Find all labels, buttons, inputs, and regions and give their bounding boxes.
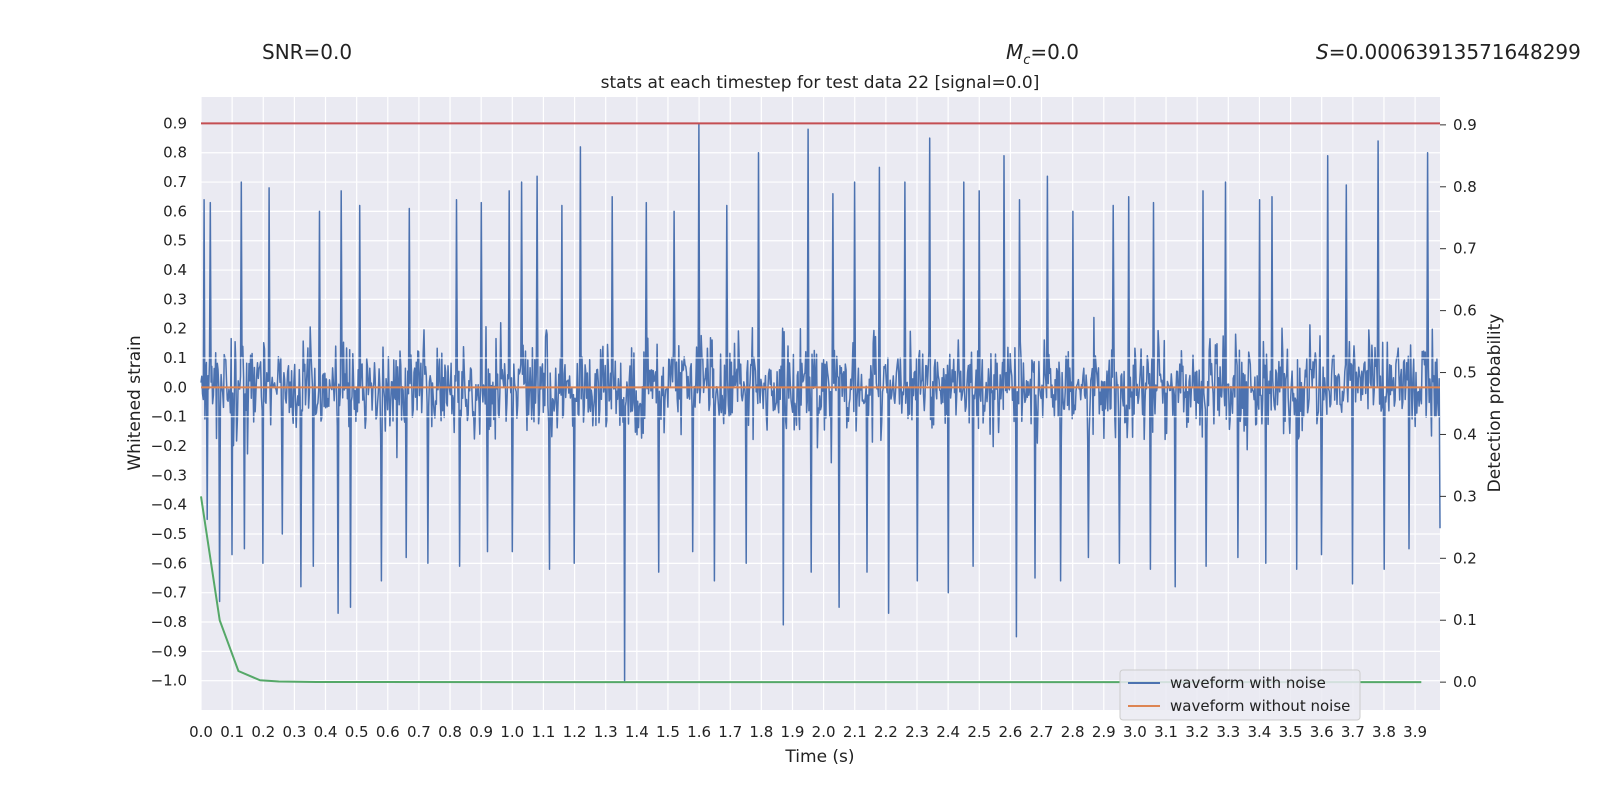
chart-title: stats at each timestep for test data 22 … (601, 73, 1040, 93)
y-tick-label: −0.9 (151, 642, 187, 660)
y2-tick-label: 0.6 (1453, 302, 1477, 320)
x-tick-label: 3.2 (1185, 723, 1209, 741)
y-tick-label: 0.0 (163, 378, 187, 396)
x-tick-label: 2.1 (843, 723, 867, 741)
x-tick-label: 3.1 (1154, 723, 1178, 741)
x-tick-label: 0.6 (376, 723, 400, 741)
x-axis-label: Time (s) (784, 747, 854, 767)
y2-tick-label: 0.2 (1453, 549, 1477, 567)
chirp-mass-value: =0.0 (1030, 40, 1079, 64)
x-tick-label: 3.9 (1403, 723, 1427, 741)
snr-label: SNR=0.0 (262, 40, 353, 64)
y-tick-label: −0.4 (151, 496, 187, 514)
y-tick-label: 0.4 (163, 261, 187, 279)
y-axis-label: Whitened strain (125, 335, 145, 470)
y-tick-label: −1.0 (151, 672, 187, 690)
x-tick-label: 1.8 (749, 723, 773, 741)
chirp-mass-label: Mc=0.0 (1006, 40, 1079, 68)
x-tick-label: 2.7 (1030, 723, 1054, 741)
x-tick-label: 0.2 (251, 723, 275, 741)
y-tick-label: 0.8 (163, 144, 187, 162)
grid-lines (200, 97, 1440, 710)
y2-tick-label: 0.7 (1453, 240, 1477, 258)
x-tick-label: 0.7 (407, 723, 431, 741)
y2-tick-label: 0.9 (1453, 116, 1477, 134)
y-tick-label: −0.6 (151, 554, 187, 572)
y-tick-label: −0.2 (151, 437, 187, 455)
chirp-mass-subscript: c (1023, 53, 1031, 68)
x-tick-label: 0.8 (438, 723, 462, 741)
y-tick-label: 0.6 (163, 202, 187, 220)
x-tick-label: 1.2 (563, 723, 587, 741)
chirp-mass-symbol: M (1006, 40, 1024, 64)
x-tick-label: 3.3 (1216, 723, 1240, 741)
y2-tick-label: 0.0 (1453, 673, 1477, 691)
y-tick-label: 0.9 (163, 114, 187, 132)
x-tick-label: 0.0 (189, 723, 213, 741)
y2-tick-label: 0.3 (1453, 487, 1477, 505)
y-tick-label: −0.5 (151, 525, 187, 543)
y-tick-label: −0.3 (151, 466, 187, 484)
x-tick-label: 1.1 (532, 723, 556, 741)
legend-entry-clean: waveform without noise (1170, 697, 1350, 715)
x-tick-label: 1.3 (594, 723, 618, 741)
x-tick-label: 3.5 (1279, 723, 1303, 741)
x-tick-label: 2.0 (812, 723, 836, 741)
x-tick-label: 2.5 (967, 723, 991, 741)
x-tick-label: 3.8 (1372, 723, 1396, 741)
x-tick-label: 3.6 (1310, 723, 1334, 741)
x-tick-label: 2.8 (1061, 723, 1085, 741)
y-tick-label: −0.7 (151, 584, 187, 602)
s-statistic-symbol: S (1316, 40, 1329, 64)
series-layer (200, 122, 1441, 684)
x-tick-label: 2.2 (874, 723, 898, 741)
s-statistic-value: =0.00063913571648299 (1328, 40, 1581, 64)
x-tick-label: 1.9 (781, 723, 805, 741)
legend-box (1119, 669, 1361, 721)
x-tick-label: 1.7 (718, 723, 742, 741)
y2-tick-label: 0.1 (1453, 611, 1477, 629)
y2-tick-label: 0.5 (1453, 364, 1477, 382)
y2-axis-label: Detection probability (1485, 314, 1505, 493)
noisy-waveform-line (200, 122, 1441, 682)
x-tick-label: 2.6 (998, 723, 1022, 741)
y-tick-label: −0.8 (151, 613, 187, 631)
x-tick-label: 0.4 (314, 723, 338, 741)
x-tick-label: 2.4 (936, 723, 960, 741)
y-tick-label: 0.2 (163, 320, 187, 338)
x-tick-label: 3.0 (1123, 723, 1147, 741)
x-tick-label: 0.3 (282, 723, 306, 741)
x-tick-label: 2.9 (1092, 723, 1116, 741)
y2-tick-label: 0.8 (1453, 178, 1477, 196)
y-tick-label: 0.1 (163, 349, 187, 367)
legend-entry-noisy: waveform with noise (1170, 674, 1326, 692)
s-statistic-label: S=0.00063913571648299 (1316, 40, 1581, 64)
x-tick-label: 3.4 (1248, 723, 1272, 741)
x-tick-label: 2.3 (905, 723, 929, 741)
x-tick-label: 0.1 (220, 723, 244, 741)
x-tick-label: 0.9 (469, 723, 493, 741)
x-tick-label: 3.7 (1341, 723, 1365, 741)
y-tick-label: 0.7 (163, 173, 187, 191)
axis-layer: 0.0 0.1 0.2 0.3 0.4 0.5 0.6 0.7 0.8 0.9 1.0 1.1 1.2 1… (151, 114, 1477, 741)
y2-tick-label: 0.4 (1453, 425, 1477, 443)
y-tick-label: 0.3 (163, 290, 187, 308)
x-tick-label: 1.0 (500, 723, 524, 741)
y-tick-label: 0.5 (163, 232, 187, 250)
legend: waveform with noise waveform without noi… (1119, 669, 1361, 721)
y-tick-label: −0.1 (151, 408, 187, 426)
x-tick-label: 0.5 (345, 723, 369, 741)
x-tick-label: 1.4 (625, 723, 649, 741)
x-tick-label: 1.6 (687, 723, 711, 741)
detection-probability-line (200, 496, 1422, 684)
x-tick-label: 1.5 (656, 723, 680, 741)
